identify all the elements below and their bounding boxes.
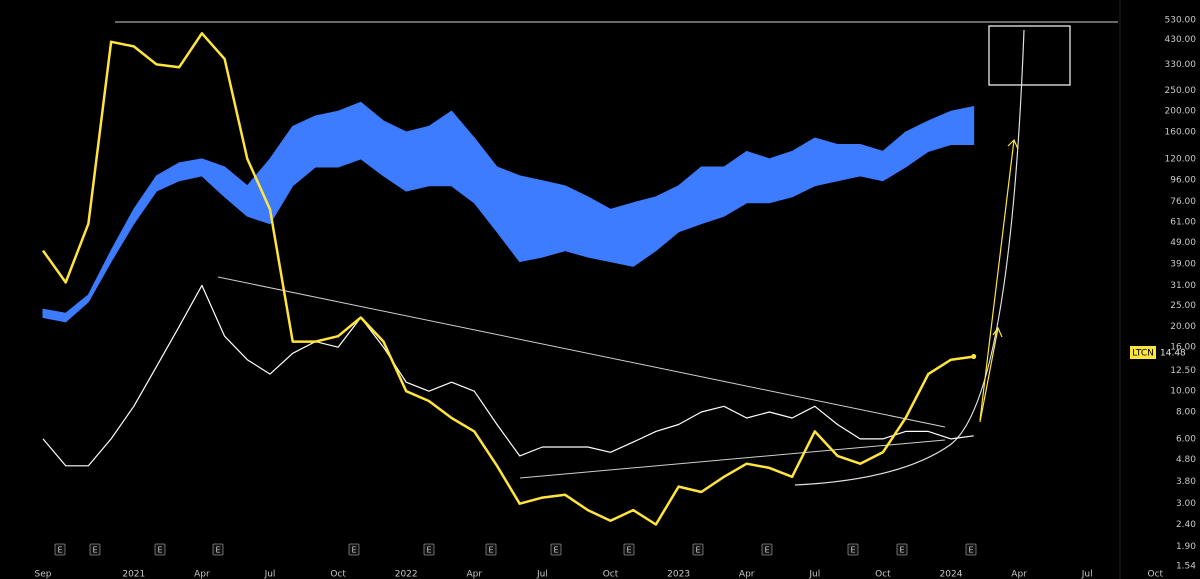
y-tick-label: 49.00 bbox=[1170, 238, 1196, 248]
price-tag-name-bg bbox=[1130, 346, 1156, 359]
x-tick-label: Apr bbox=[739, 570, 755, 579]
y-tick-label: 6.00 bbox=[1176, 434, 1196, 444]
x-tick-label: Sep bbox=[35, 570, 52, 579]
trend-line bbox=[519, 439, 946, 479]
event-marker bbox=[423, 543, 435, 556]
x-tick-label: Apr bbox=[194, 570, 210, 579]
y-tick-label: 200.00 bbox=[1165, 107, 1197, 117]
x-tick-label: Oct bbox=[603, 570, 619, 579]
event-label: E bbox=[626, 546, 631, 555]
event-label: E bbox=[488, 546, 493, 555]
event-marker bbox=[847, 543, 859, 556]
event-marker bbox=[348, 543, 360, 556]
x-tick-label: Apr bbox=[1011, 570, 1027, 579]
event-label: E bbox=[695, 546, 700, 555]
event-marker bbox=[896, 543, 908, 556]
event-marker bbox=[761, 543, 773, 556]
event-label: E bbox=[57, 546, 62, 555]
price-tag-name: LTCN bbox=[1132, 349, 1154, 359]
price-line bbox=[41, 32, 974, 526]
y-tick-label: 8.00 bbox=[1176, 408, 1196, 418]
x-tick-label: 2022 bbox=[395, 570, 418, 579]
event-label: E bbox=[92, 546, 97, 555]
y-tick-label: 96.00 bbox=[1170, 175, 1196, 185]
comparison-line bbox=[42, 284, 974, 467]
x-tick-label: Oct bbox=[875, 570, 891, 579]
event-label: E bbox=[215, 546, 220, 555]
event-label: E bbox=[426, 546, 431, 555]
event-marker bbox=[623, 543, 635, 556]
x-tick-label: 2021 bbox=[122, 570, 145, 579]
target-box bbox=[988, 25, 1071, 86]
y-tick-label: 10.00 bbox=[1170, 387, 1196, 397]
y-tick-label: 4.80 bbox=[1176, 455, 1196, 465]
x-tick-label: Jul bbox=[264, 570, 276, 579]
y-tick-label: 61.00 bbox=[1170, 218, 1196, 228]
y-tick-label: 3.80 bbox=[1176, 477, 1196, 487]
y-tick-label: 16.00 bbox=[1170, 343, 1196, 353]
last-point bbox=[971, 354, 977, 360]
y-tick-label: 2.40 bbox=[1176, 520, 1196, 530]
event-label: E bbox=[764, 546, 769, 555]
projection-curve bbox=[794, 29, 1025, 486]
x-tick-label: Oct bbox=[1148, 570, 1164, 579]
y-tick-label: 12.50 bbox=[1170, 366, 1196, 376]
event-marker bbox=[485, 543, 497, 556]
event-marker bbox=[54, 543, 66, 556]
event-label: E bbox=[157, 546, 162, 555]
event-marker bbox=[212, 543, 224, 556]
x-tick-label: Jul bbox=[536, 570, 548, 579]
event-marker bbox=[154, 543, 166, 556]
y-tick-label: 3.00 bbox=[1176, 499, 1196, 509]
projection-arrow bbox=[979, 326, 1003, 423]
y-tick-label: 1.90 bbox=[1176, 542, 1196, 552]
y-tick-label: 160.00 bbox=[1165, 128, 1197, 138]
event-marker bbox=[692, 543, 704, 556]
event-label: E bbox=[850, 546, 855, 555]
x-tick-label: Oct bbox=[330, 570, 346, 579]
event-label: E bbox=[351, 546, 356, 555]
trend-line bbox=[217, 276, 946, 428]
y-tick-label: 120.00 bbox=[1165, 154, 1197, 164]
range-band bbox=[42, 101, 975, 323]
event-marker bbox=[89, 543, 101, 556]
y-tick-label: 31.00 bbox=[1170, 281, 1196, 291]
y-tick-label: 39.00 bbox=[1170, 259, 1196, 269]
x-tick-label: Jul bbox=[1081, 570, 1093, 579]
y-tick-label: 20.00 bbox=[1170, 322, 1196, 332]
y-tick-label: 250.00 bbox=[1165, 86, 1197, 96]
x-tick-label: 2023 bbox=[667, 570, 690, 579]
y-tick-label: 330.00 bbox=[1165, 60, 1197, 70]
event-marker bbox=[965, 543, 977, 556]
event-label: E bbox=[553, 546, 558, 555]
y-tick-label: 1.54 bbox=[1176, 562, 1196, 572]
x-tick-label: Jul bbox=[808, 570, 820, 579]
event-label: E bbox=[899, 546, 904, 555]
projection-arrow bbox=[979, 138, 1019, 421]
y-tick-label: 430.00 bbox=[1165, 35, 1197, 45]
x-tick-label: Apr bbox=[467, 570, 483, 579]
y-tick-label: 25.00 bbox=[1170, 301, 1196, 311]
event-label: E bbox=[968, 546, 973, 555]
plot bbox=[41, 32, 977, 526]
x-tick-label: 2024 bbox=[940, 570, 963, 579]
y-tick-label: 76.00 bbox=[1170, 197, 1196, 207]
y-tick-label: 530.00 bbox=[1165, 16, 1197, 26]
event-marker bbox=[550, 543, 562, 556]
price-tag-value: 14.48 bbox=[1160, 349, 1186, 359]
